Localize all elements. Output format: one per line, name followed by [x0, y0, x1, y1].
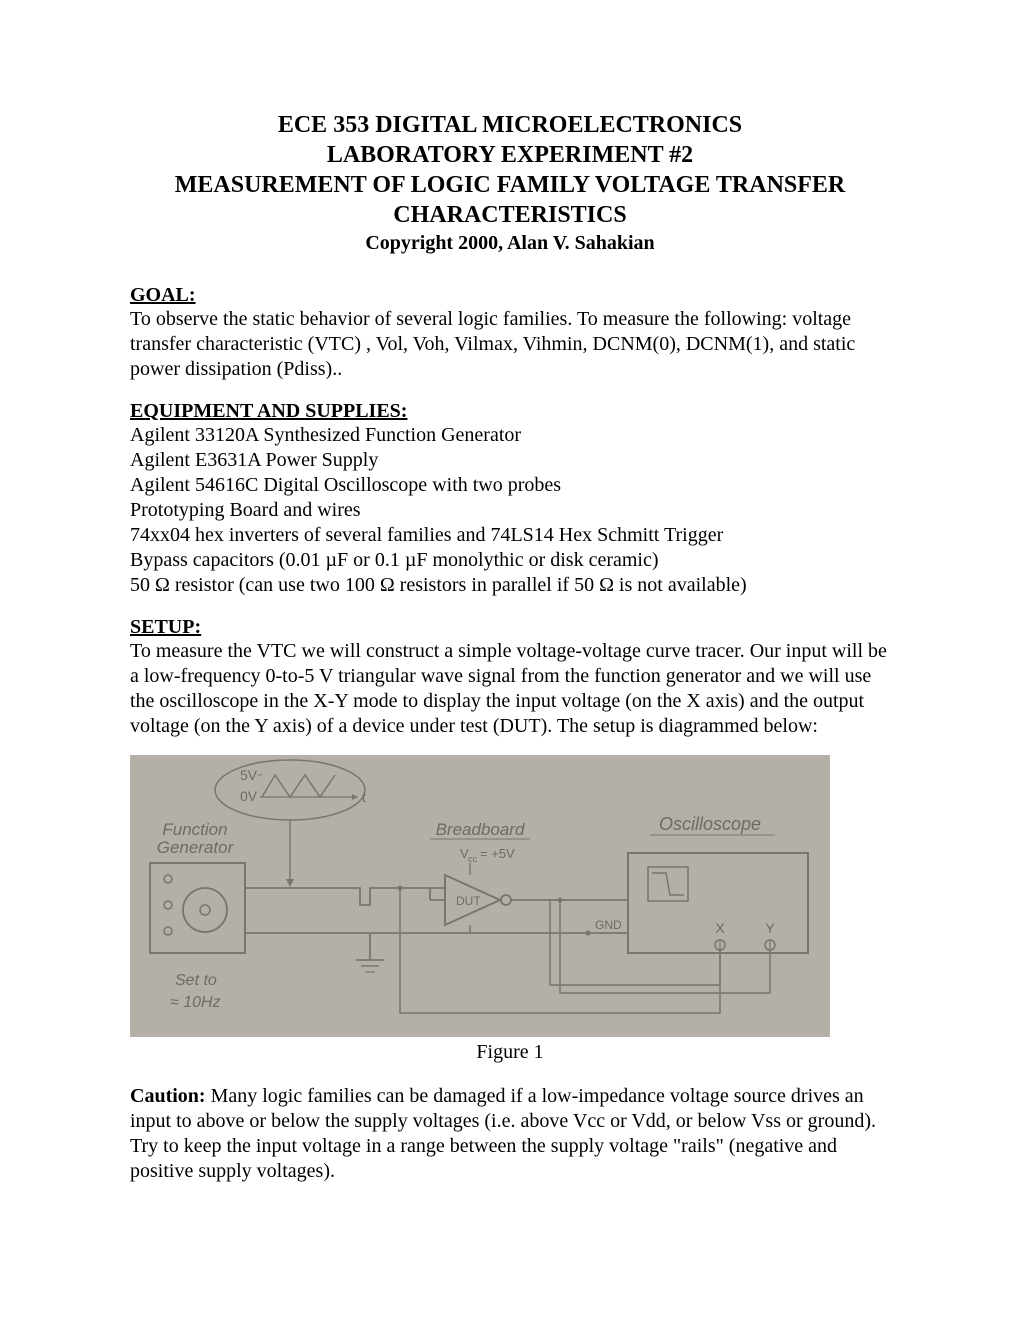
- svg-text:= +5V: = +5V: [480, 846, 515, 861]
- svg-text:t: t: [362, 790, 366, 805]
- svg-text:5V: 5V: [240, 767, 258, 783]
- equipment-item: Bypass capacitors (0.01 µF or 0.1 µF mon…: [130, 548, 890, 573]
- setup-text: To measure the VTC we will construct a s…: [130, 639, 890, 739]
- copyright-line: Copyright 2000, Alan V. Sahakian: [130, 230, 890, 256]
- svg-text:DUT: DUT: [456, 894, 481, 908]
- equipment-item: 74xx04 hex inverters of several families…: [130, 523, 890, 548]
- svg-text:Function: Function: [162, 820, 227, 839]
- circuit-diagram: 5V 0V t Function Generator Breadboard Os…: [130, 755, 830, 1037]
- figure-1: 5V 0V t Function Generator Breadboard Os…: [130, 755, 890, 1064]
- document-page: ECE 353 DIGITAL MICROELECTRONICS LABORAT…: [0, 0, 1020, 1264]
- diagram-svg: 5V 0V t Function Generator Breadboard Os…: [130, 755, 830, 1037]
- equipment-item: Prototyping Board and wires: [130, 498, 890, 523]
- caution-text: Many logic families can be damaged if a …: [130, 1085, 876, 1182]
- svg-text:0V: 0V: [240, 788, 258, 804]
- caution-paragraph: Caution: Many logic families can be dama…: [130, 1084, 890, 1184]
- equipment-item: 50 Ω resistor (can use two 100 Ω resisto…: [130, 573, 890, 598]
- svg-text:Breadboard: Breadboard: [436, 820, 525, 839]
- title-line-4: CHARACTERISTICS: [130, 200, 890, 230]
- equipment-heading: EQUIPMENT AND SUPPLIES:: [130, 400, 890, 423]
- goal-heading: GOAL:: [130, 284, 890, 307]
- caution-label: Caution:: [130, 1085, 206, 1107]
- equipment-item: Agilent 54616C Digital Oscilloscope with…: [130, 473, 890, 498]
- svg-text:cc: cc: [468, 854, 478, 864]
- title-line-3: MEASUREMENT OF LOGIC FAMILY VOLTAGE TRAN…: [130, 170, 890, 200]
- equipment-list: Agilent 33120A Synthesized Function Gene…: [130, 423, 890, 598]
- svg-text:≈ 10Hz: ≈ 10Hz: [170, 994, 221, 1011]
- title-block: ECE 353 DIGITAL MICROELECTRONICS LABORAT…: [130, 110, 890, 256]
- equipment-item: Agilent 33120A Synthesized Function Gene…: [130, 423, 890, 448]
- svg-text:Generator: Generator: [157, 838, 235, 857]
- setup-heading: SETUP:: [130, 616, 890, 639]
- svg-text:Set to: Set to: [175, 972, 217, 989]
- equipment-item: Agilent E3631A Power Supply: [130, 448, 890, 473]
- goal-text: To observe the static behavior of severa…: [130, 307, 890, 382]
- title-line-2: LABORATORY EXPERIMENT #2: [130, 140, 890, 170]
- svg-text:X: X: [715, 920, 725, 936]
- svg-text:GND: GND: [595, 918, 622, 932]
- svg-text:Y: Y: [765, 920, 775, 936]
- title-line-1: ECE 353 DIGITAL MICROELECTRONICS: [130, 110, 890, 140]
- figure-caption: Figure 1: [130, 1041, 890, 1064]
- svg-text:Oscilloscope: Oscilloscope: [659, 814, 761, 834]
